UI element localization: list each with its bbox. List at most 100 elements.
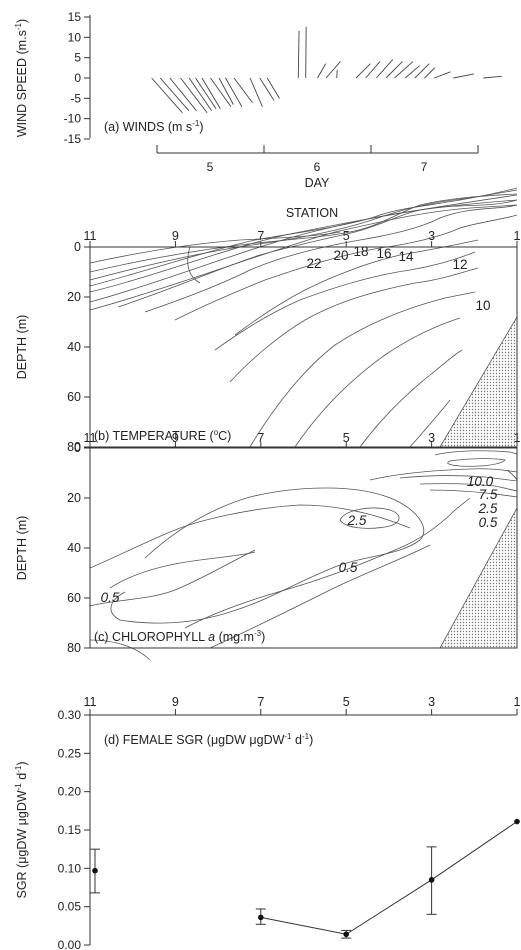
y-tick-label: 0.25	[58, 746, 82, 760]
contour-label: 12	[452, 257, 467, 272]
station-tick-label: 7	[257, 695, 264, 709]
panel-a-day-axis	[156, 145, 479, 154]
contour-label: 0.5	[479, 515, 498, 530]
station-tick-label: 3	[428, 229, 435, 243]
wind-stick	[169, 77, 197, 112]
station-axis-label: STATION	[286, 206, 338, 220]
contour-label: 2.5	[347, 513, 367, 528]
panel-c-contours	[89, 450, 518, 661]
depth-tick-label: 80	[67, 440, 81, 454]
wind-stick	[210, 77, 232, 107]
wind-stick	[404, 65, 420, 79]
panel-c-station-ticks: 11 9 7 5 3 1	[84, 431, 521, 448]
contour-label: 0.5	[101, 590, 120, 605]
y-tick-label: 15	[68, 10, 82, 24]
depth-tick-label: 20	[67, 491, 81, 505]
wind-stick	[453, 73, 474, 79]
wind-stick	[394, 61, 414, 79]
wind-stick	[259, 77, 275, 101]
station-tick-label: 11	[84, 431, 97, 445]
station-tick-label: 7	[257, 229, 264, 243]
day-axis-label: DAY	[305, 176, 330, 190]
contour-label: 16	[376, 246, 391, 261]
station-tick-label: 11	[84, 695, 97, 709]
station-tick-label: 1	[514, 229, 521, 243]
panel-a-wind-sticks	[151, 26, 502, 114]
panel-b-depth-ticks: 0 20 40 60 80	[67, 240, 90, 454]
sgr-point	[428, 877, 435, 883]
panel-d-label: (d) FEMALE SGR (μgDW μgDW-1 d-1)	[104, 732, 313, 747]
y-tick-label: 0	[74, 71, 81, 85]
station-tick-label: 1	[514, 695, 521, 709]
wind-stick	[376, 59, 394, 79]
wind-stick	[433, 71, 451, 79]
wind-stick	[385, 61, 403, 79]
panel-a-winds: 15 10 5 0 -5 -10 -15 (a) WINDS (m s-1) WIND SP…	[14, 10, 502, 190]
day-tick-6: 6	[314, 160, 321, 174]
panel-a-y-ticks: 15 10 5 0 -5 -10 -15	[64, 10, 90, 146]
wind-stick	[414, 63, 430, 79]
station-tick-label: 7	[257, 431, 264, 445]
depth-tick-label: 0	[74, 441, 81, 455]
panel-c-frame	[89, 447, 518, 649]
wind-stick	[297, 30, 300, 79]
depth-tick-label: 80	[67, 641, 81, 655]
sgr-point	[514, 818, 520, 825]
station-tick-label: 9	[172, 431, 179, 445]
contour-label: 2.5	[478, 501, 498, 516]
station-tick-label: 9	[172, 229, 179, 243]
station-tick-label: 11	[84, 229, 97, 243]
wind-stick	[151, 77, 183, 114]
depth-tick-label: 40	[67, 340, 81, 354]
panel-c-contour-labels: 10.0 7.5 2.5 0.5 2.5 0.5 0.5	[101, 474, 498, 605]
panel-b-y-axis-label: DEPTH (m)	[15, 315, 29, 380]
sgr-series-line	[260, 821, 518, 935]
contour-label: 20	[333, 248, 348, 263]
wind-stick	[159, 77, 190, 112]
y-tick-label: 0.30	[58, 708, 82, 722]
y-tick-label: 0.20	[58, 785, 82, 799]
panel-b-contours	[89, 187, 518, 448]
wind-stick	[424, 67, 436, 79]
sgr-point	[258, 914, 264, 921]
wind-stick	[218, 77, 234, 105]
contour-label: 10.0	[467, 474, 494, 489]
contour-label: 10	[475, 298, 490, 313]
station-tick-label: 5	[343, 695, 350, 709]
day-tick-7: 7	[421, 160, 428, 174]
panel-a-y-axis-label: WIND SPEED (m.s-1)	[14, 19, 29, 137]
y-tick-label: -15	[64, 132, 82, 146]
station-tick-label: 3	[428, 431, 435, 445]
y-tick-label: 0.15	[58, 823, 82, 837]
y-tick-label: 0.05	[58, 900, 82, 914]
station-tick-label: 3	[428, 695, 435, 709]
wind-stick	[325, 61, 341, 79]
wind-stick	[201, 77, 221, 109]
panel-d-y-axis-label: SGR (μgDW μgDW-1 d-1)	[14, 761, 29, 898]
station-tick-label: 5	[343, 229, 350, 243]
panel-c-depth-ticks: 0 20 40 60 80	[67, 441, 90, 655]
y-tick-label: 0.10	[58, 861, 82, 875]
contour-label: 0.5	[339, 560, 358, 575]
depth-tick-label: 60	[67, 591, 81, 605]
panel-d-station-ticks: 11 9 7 5 3 1	[84, 695, 521, 715]
y-tick-label: -10	[64, 112, 82, 126]
day-tick-5: 5	[207, 160, 214, 174]
panel-d-y-ticks: 0.30 0.25 0.20 0.15 0.10 0.05 0.00	[58, 708, 90, 950]
wind-stick	[195, 77, 217, 109]
sgr-point	[92, 867, 98, 874]
depth-tick-label: 40	[67, 541, 81, 555]
panel-b-contour-labels: 22 20 18 16 14 12 10	[306, 244, 490, 313]
contour-label: 22	[306, 256, 321, 271]
wind-stick	[266, 77, 280, 99]
sgr-point	[343, 931, 350, 938]
wind-stick	[249, 77, 263, 107]
wind-stick	[483, 75, 502, 79]
sgr-points	[90, 818, 520, 939]
panel-d-sgr: 11 9 7 5 3 1 0.30 0.25 0.20 0.15 0.10 0.05 0.00 (d)…	[14, 695, 521, 950]
wind-stick	[233, 77, 253, 103]
y-tick-label: -5	[70, 91, 81, 105]
depth-tick-label: 60	[67, 390, 81, 404]
contour-label: 7.5	[479, 487, 498, 502]
